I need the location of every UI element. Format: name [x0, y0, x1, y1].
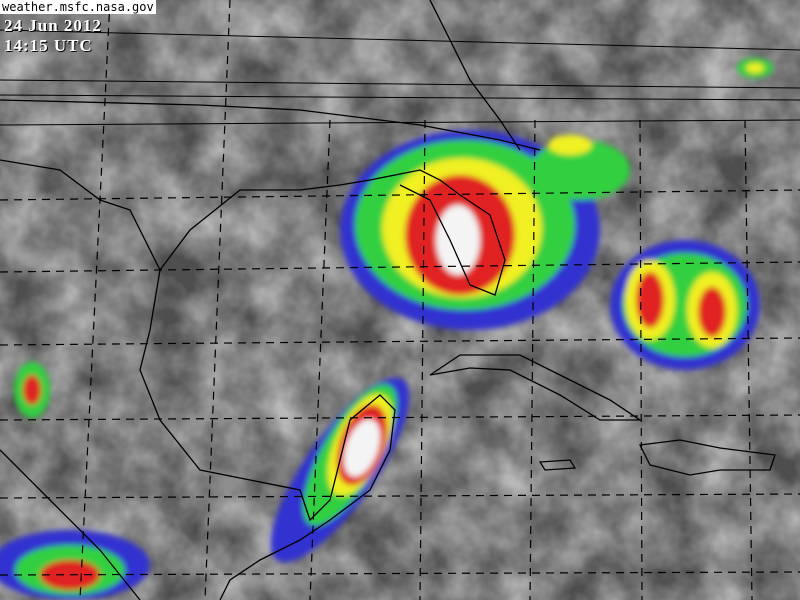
- source-label: weather.msfc.nasa.gov: [0, 0, 156, 14]
- time-stamp: 14:15 UTC: [4, 36, 93, 55]
- storm-florida: [340, 130, 630, 330]
- state-borders: [0, 29, 800, 126]
- storm-atlantic: [610, 240, 760, 370]
- storm-central-america: [0, 58, 773, 600]
- coastlines: [0, 0, 776, 600]
- date-stamp: 24 Jun 2012: [4, 16, 102, 35]
